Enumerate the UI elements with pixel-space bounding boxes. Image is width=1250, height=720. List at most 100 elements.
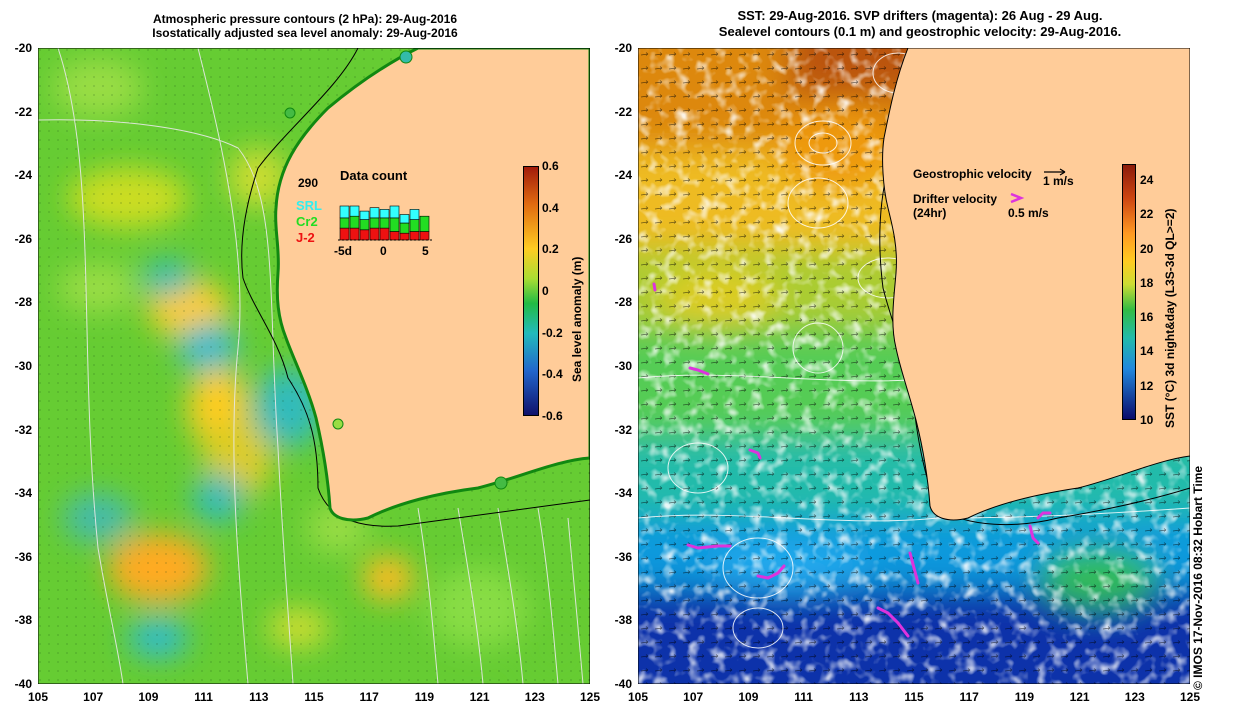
right-title: SST: 29-Aug-2016. SVP drifters (magenta)… [660, 8, 1180, 40]
x-tick-label: 121 [469, 690, 490, 704]
data-count-bar-j2 [379, 227, 390, 241]
data-count-bar-srl [339, 205, 350, 219]
y-tick-label: -28 [614, 295, 632, 310]
x-tick-label: 115 [304, 690, 324, 704]
x-tick-label: 113 [249, 690, 269, 704]
x-tick-label: 111 [194, 690, 213, 704]
data-count-bar-j2 [369, 227, 380, 241]
x-tick-label: 107 [83, 690, 104, 704]
colorbar-tick-label: 12 [1140, 378, 1154, 393]
x-tick-label: 121 [1069, 690, 1090, 704]
copyright-text: © IMOS 17-Nov-2016 08:32 Hobart Time [1191, 465, 1205, 690]
x-tick-label: 119 [414, 690, 435, 704]
y-tick-label: -34 [614, 486, 632, 501]
y-tick-label: -28 [14, 295, 32, 310]
colorbar-tick-label: 0 [542, 284, 549, 298]
y-tick-label: -24 [14, 168, 32, 183]
x-tick-label: 111 [794, 690, 813, 704]
left-colorbar-title: Sea level anomaly (m) [570, 256, 584, 382]
data-count-bar-cr2 [419, 215, 430, 232]
left-colorbar [523, 166, 539, 416]
right-colorbar [1122, 164, 1136, 420]
x-tick-label: 119 [1014, 690, 1035, 704]
right-map [638, 48, 1190, 684]
data-count-bar-j2 [389, 231, 400, 241]
data-count-bar-j2 [349, 227, 360, 241]
drifter-arrow-icon [1010, 192, 1025, 204]
y-tick-label: -40 [614, 677, 632, 691]
colorbar-tick-label: -0.6 [542, 409, 563, 423]
y-tick-label: -38 [614, 613, 632, 628]
colorbar-tick-label: 0.6 [542, 159, 559, 173]
y-tick-label: -38 [14, 613, 32, 628]
y-tick-label: -22 [14, 104, 32, 119]
data-count-bar-cr2 [409, 219, 420, 232]
data-count-bar-srl [379, 209, 390, 219]
left-title-line1: Atmospheric pressure contours (2 hPa): 2… [152, 12, 458, 26]
colorbar-tick-label: 24 [1140, 173, 1154, 187]
y-tick-label: -20 [614, 41, 632, 55]
x-tick-label: 109 [738, 690, 759, 704]
x-tick-label: 125 [1179, 690, 1201, 704]
y-tick-label: -26 [14, 231, 32, 246]
y-tick-label: -20 [14, 41, 32, 55]
data-count-bar-j2 [399, 232, 410, 241]
drifter-velocity-scale: 0.5 m/s [1008, 206, 1049, 220]
data-count-bar-srl [399, 214, 410, 224]
x-tick-label: 125 [579, 690, 601, 704]
data-count-bar-j2 [419, 231, 430, 241]
colorbar-tick-label: 20 [1140, 241, 1154, 256]
y-tick-label: -24 [614, 168, 632, 183]
data-count-bar-j2 [339, 227, 350, 241]
data-count-bar-srl [349, 205, 360, 217]
data-count-bar-cr2 [369, 217, 380, 229]
data-count-bar-j2 [359, 229, 370, 241]
y-tick-label: -26 [614, 231, 632, 246]
x-tick-label: 105 [27, 690, 49, 704]
colorbar-tick-label: 18 [1140, 275, 1154, 290]
data-count-bar-cr2 [359, 219, 370, 231]
data-count-label-j2: J-2 [296, 230, 315, 245]
y-tick-label: -36 [614, 549, 632, 564]
x-tick-label: 105 [627, 690, 649, 704]
y-tick-label: -22 [614, 104, 632, 119]
right-colorbar-title: SST (°C) 3d night&day (L3S-3d QL>=2) [1163, 208, 1177, 429]
y-tick-label: -36 [14, 549, 32, 564]
data-count-axis-end: 5 [422, 244, 429, 258]
data-count-bar-srl [389, 205, 400, 219]
x-tick-label: 115 [904, 690, 924, 704]
y-tick-label: -32 [14, 422, 32, 437]
geostrophic-velocity-label: Geostrophic velocity [913, 167, 1032, 181]
colorbar-tick-label: 14 [1140, 344, 1154, 359]
data-count-bar-j2 [409, 231, 420, 241]
x-tick-label: 123 [1124, 690, 1145, 704]
geostrophic-arrow-icon [1044, 168, 1066, 176]
drifter-velocity-sub: (24hr) [913, 206, 947, 220]
colorbar-tick-label: 22 [1140, 207, 1154, 222]
data-count-bar-srl [409, 209, 420, 220]
x-tick-label: 117 [959, 690, 979, 704]
y-tick-label: -32 [614, 422, 632, 437]
x-tick-label: 123 [524, 690, 545, 704]
colorbar-tick-label: 16 [1140, 310, 1154, 325]
data-count-label-cr2: Cr2 [296, 214, 318, 229]
y-tick-label: -30 [14, 359, 32, 373]
x-tick-label: 109 [138, 690, 159, 704]
data-count-label-srl: SRL [296, 198, 322, 213]
data-count-bar-cr2 [349, 215, 360, 229]
data-count-axis-zero: 0 [380, 244, 387, 258]
data-count-total: 290 [298, 176, 319, 190]
right-title-line1: SST: 29-Aug-2016. SVP drifters (magenta)… [737, 8, 1103, 23]
colorbar-tick-label: 0.2 [542, 242, 559, 257]
left-title-line2: Isostatically adjusted sea level anomaly… [152, 26, 458, 40]
data-count-bar-cr2 [389, 217, 400, 232]
data-count-bar-cr2 [339, 217, 350, 229]
right-title-line2: Sealevel contours (0.1 m) and geostrophi… [718, 24, 1122, 39]
data-count-title: Data count [340, 168, 408, 183]
y-tick-label: -34 [14, 486, 32, 501]
data-count-chart [338, 205, 434, 241]
left-title: Atmospheric pressure contours (2 hPa): 2… [100, 12, 510, 40]
data-count-bar-srl [359, 210, 370, 220]
y-tick-label: -40 [14, 677, 32, 691]
x-tick-label: 113 [849, 690, 869, 704]
